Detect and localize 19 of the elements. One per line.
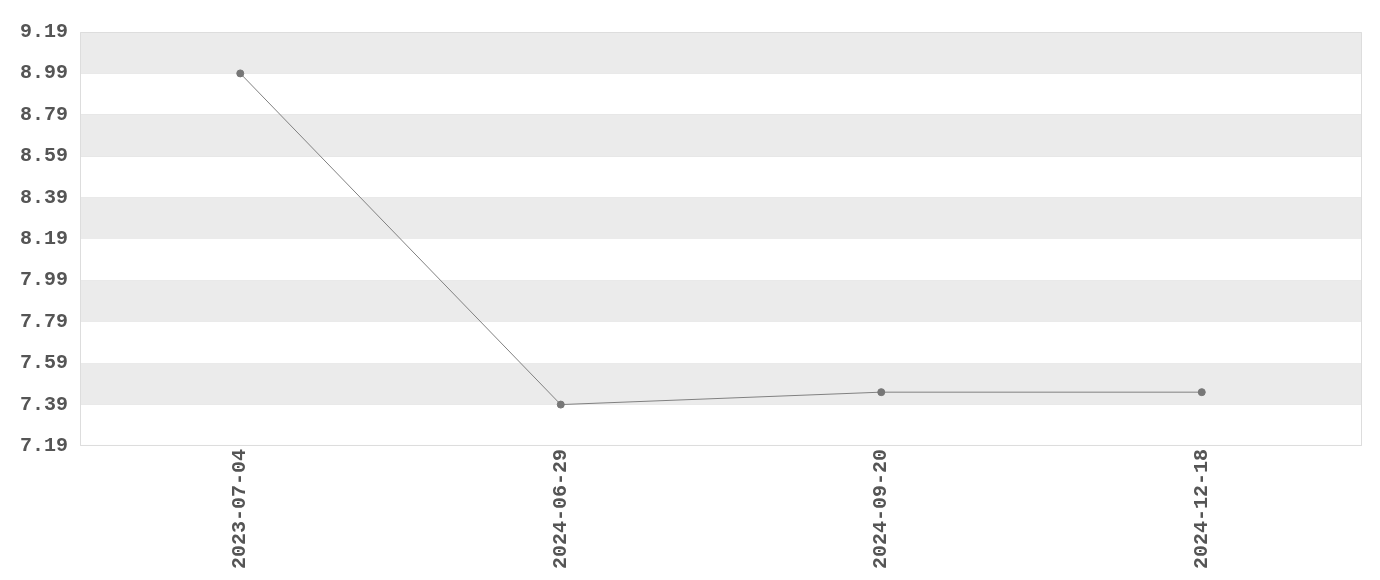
y-tick-label: 9.19 — [19, 20, 69, 44]
y-tick-label: 7.19 — [19, 434, 69, 458]
y-tick-label: 8.19 — [19, 227, 69, 251]
y-tick-label: 7.79 — [19, 309, 69, 333]
x-tick-label: 2024-09-20 — [869, 448, 893, 570]
point — [556, 400, 565, 409]
x-tick-label: 2023-07-04 — [228, 448, 252, 570]
point — [877, 388, 886, 397]
y-tick-label: 7.99 — [19, 268, 69, 292]
x-tick-label: 2024-06-29 — [548, 448, 572, 570]
y-tick-label: 8.39 — [19, 185, 69, 209]
y-tick-label: 8.99 — [19, 61, 69, 85]
point — [236, 69, 245, 78]
point — [1197, 388, 1206, 397]
y-tick-label: 7.59 — [19, 351, 69, 375]
y-tick-label: 8.79 — [19, 102, 69, 126]
y-tick-label: 7.39 — [19, 392, 69, 416]
x-tick-label: 2024-12-18 — [1189, 448, 1213, 570]
y-tick-label: 8.59 — [19, 144, 69, 168]
